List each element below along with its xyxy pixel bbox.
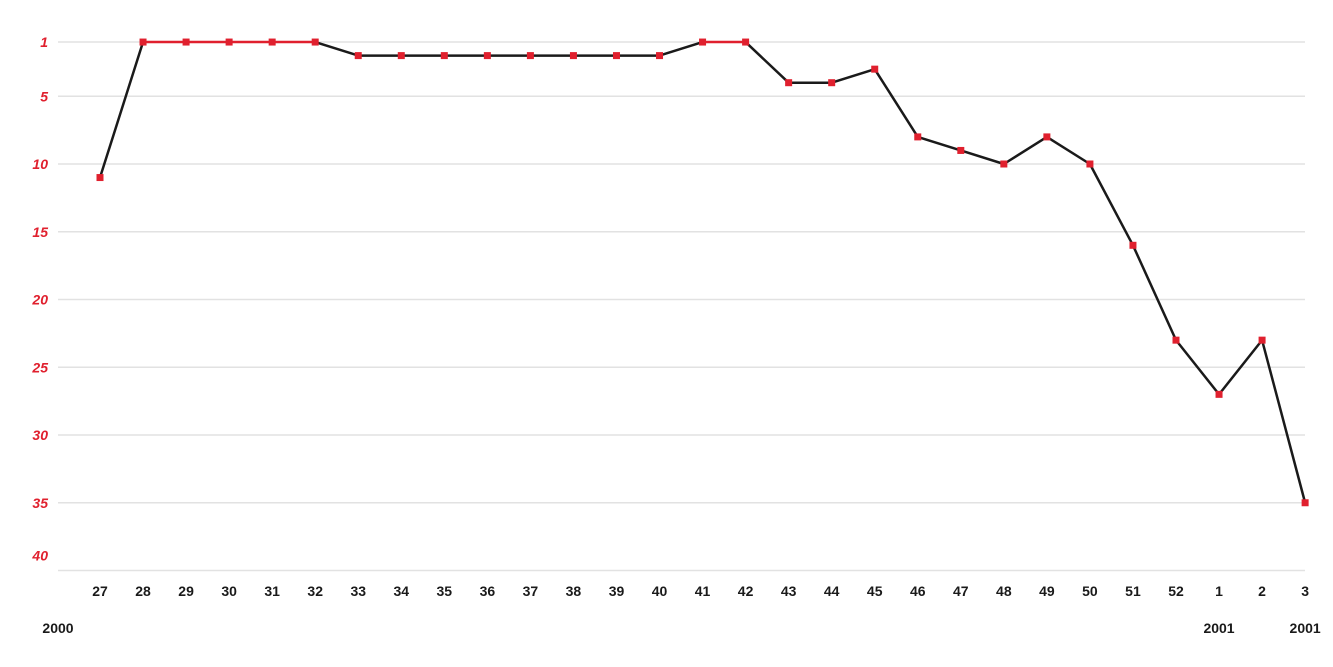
data-point — [914, 133, 922, 141]
data-point — [785, 79, 793, 87]
x-tick-label: 35 — [437, 583, 453, 599]
x-tick-label: 38 — [566, 583, 582, 599]
x-tick-label: 36 — [480, 583, 496, 599]
line-segment — [1045, 135, 1092, 166]
x-tick-label: 34 — [393, 583, 409, 599]
data-point — [699, 38, 707, 46]
x-tick-label: 47 — [953, 583, 969, 599]
line-segment — [1174, 338, 1221, 396]
line-segment — [959, 149, 1006, 166]
x-tick-label: 43 — [781, 583, 797, 599]
y-tick-label: 15 — [32, 224, 48, 240]
year-label: 2001 — [1290, 620, 1321, 636]
x-tick-label: 27 — [92, 583, 108, 599]
data-point — [1086, 160, 1094, 168]
line-segment — [1088, 162, 1135, 247]
y-tick-label: 10 — [32, 156, 48, 172]
x-tick-label: 32 — [307, 583, 323, 599]
x-tick-label: 48 — [996, 583, 1012, 599]
data-point — [182, 38, 190, 46]
data-point — [268, 38, 276, 46]
year-label: 2000 — [42, 620, 73, 636]
x-tick-label: 51 — [1125, 583, 1141, 599]
data-point — [139, 38, 147, 46]
data-point — [440, 52, 448, 60]
x-tick-label: 49 — [1039, 583, 1055, 599]
x-tick-label: 2 — [1258, 583, 1266, 599]
line-segment — [830, 67, 876, 84]
x-axis-ticks: 27 28 29 30 31 32 33 34 35 36 37 38 39 40 41 42 43 44 45 46… — [92, 583, 1309, 599]
line-segment — [98, 40, 145, 179]
line-segment — [1260, 338, 1307, 504]
data-point — [354, 52, 362, 60]
data-point — [526, 52, 534, 60]
data-point — [871, 65, 879, 73]
data-point — [1000, 160, 1008, 168]
x-tick-label: 41 — [695, 583, 711, 599]
x-tick-label: 42 — [738, 583, 754, 599]
y-tick-label: 30 — [32, 427, 48, 443]
data-point — [1129, 241, 1137, 249]
x-tick-label: 44 — [824, 583, 840, 599]
line-segment — [658, 40, 704, 57]
x-tick-label: 33 — [350, 583, 366, 599]
line-segment — [744, 40, 790, 84]
y-tick-label: 5 — [40, 88, 48, 104]
x-tick-label: 45 — [867, 583, 883, 599]
data-point — [828, 79, 836, 87]
x-tick-label: 28 — [135, 583, 151, 599]
y-tick-label: 20 — [31, 292, 48, 308]
y-tick-label: 25 — [31, 359, 48, 375]
year-label: 2001 — [1203, 620, 1234, 636]
line-segment — [873, 67, 920, 139]
gridlines — [58, 41, 1305, 572]
data-point — [96, 174, 104, 182]
year-labels: 2000 2001 2001 — [42, 620, 1320, 636]
data-point — [612, 52, 620, 60]
line-segment — [1131, 244, 1178, 342]
x-tick-label: 37 — [523, 583, 539, 599]
data-point — [1215, 390, 1223, 398]
x-tick-label: 52 — [1168, 583, 1184, 599]
series-line — [98, 40, 1307, 504]
x-tick-label: 50 — [1082, 583, 1098, 599]
line-segment — [1002, 135, 1049, 166]
y-tick-label: 1 — [40, 34, 48, 50]
line-segment — [916, 135, 963, 152]
series-markers — [96, 38, 1309, 507]
x-tick-label: 1 — [1215, 583, 1223, 599]
x-tick-label: 46 — [910, 583, 926, 599]
data-point — [1043, 133, 1051, 141]
x-tick-label: 30 — [221, 583, 237, 599]
x-tick-label: 39 — [609, 583, 625, 599]
x-tick-label: 40 — [652, 583, 668, 599]
x-tick-label: 3 — [1301, 583, 1309, 599]
data-point — [483, 52, 491, 60]
data-point — [1258, 336, 1266, 344]
data-point — [1301, 499, 1309, 507]
line-segment — [1217, 338, 1264, 396]
line-segment — [313, 40, 360, 57]
x-tick-label: 29 — [178, 583, 194, 599]
data-point — [742, 38, 750, 46]
data-point — [656, 52, 664, 60]
data-point — [397, 52, 405, 60]
data-point — [225, 38, 233, 46]
y-tick-label: 35 — [32, 495, 48, 511]
data-point — [957, 146, 965, 154]
data-point — [1172, 336, 1180, 344]
data-point — [311, 38, 319, 46]
y-tick-label: 40 — [31, 548, 48, 564]
x-tick-label: 31 — [264, 583, 280, 599]
data-point — [569, 52, 577, 60]
